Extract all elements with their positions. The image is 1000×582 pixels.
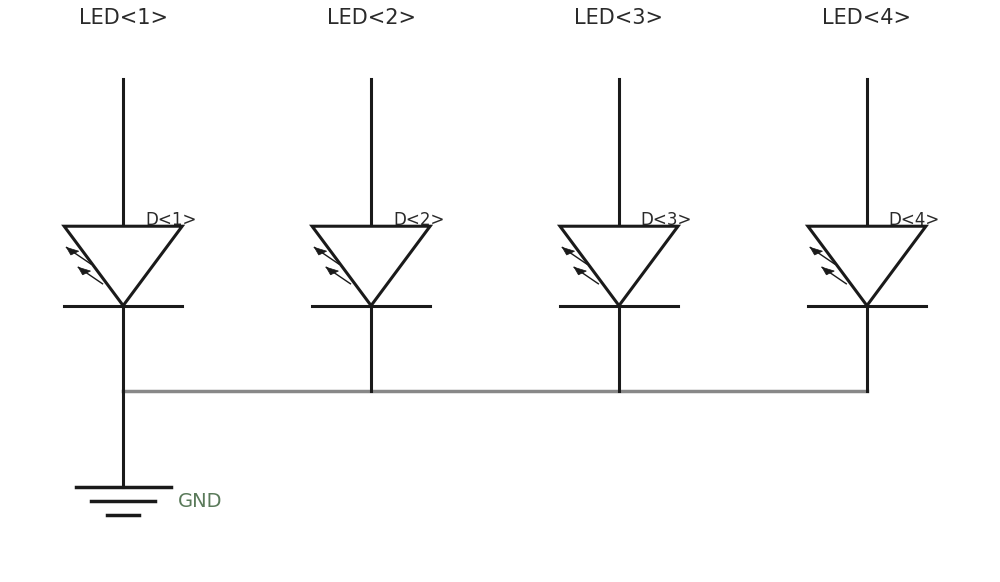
Text: D<1>: D<1> [145, 211, 196, 229]
Polygon shape [562, 247, 575, 255]
Polygon shape [66, 247, 79, 255]
Text: D<4>: D<4> [889, 211, 940, 229]
Polygon shape [64, 226, 182, 306]
Polygon shape [314, 247, 327, 255]
Polygon shape [822, 267, 834, 275]
Polygon shape [326, 267, 338, 275]
Polygon shape [312, 226, 430, 306]
Polygon shape [810, 247, 822, 255]
Text: D<3>: D<3> [641, 211, 692, 229]
Polygon shape [808, 226, 926, 306]
Polygon shape [574, 267, 586, 275]
Text: D<2>: D<2> [393, 211, 444, 229]
Text: LED<3>: LED<3> [574, 8, 664, 28]
Text: LED<1>: LED<1> [79, 8, 168, 28]
Text: LED<4>: LED<4> [822, 8, 911, 28]
Polygon shape [78, 267, 91, 275]
Text: GND: GND [178, 492, 222, 511]
Polygon shape [560, 226, 678, 306]
Text: LED<2>: LED<2> [327, 8, 416, 28]
